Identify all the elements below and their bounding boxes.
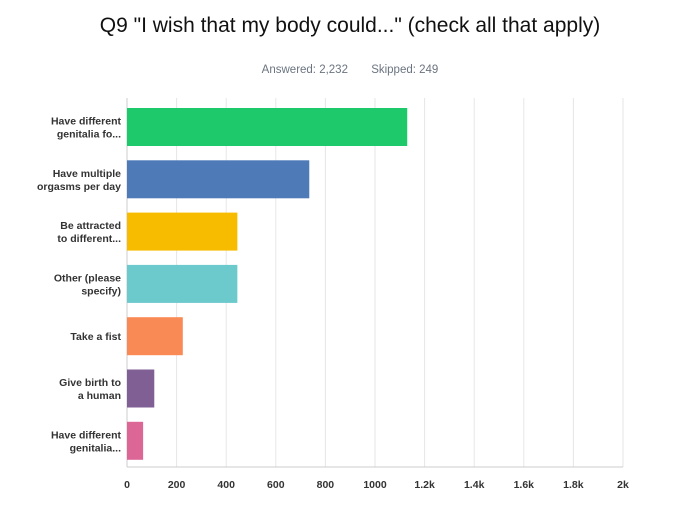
bar xyxy=(127,317,183,356)
category-label: Have different xyxy=(51,116,122,128)
category-label: to different... xyxy=(57,233,121,245)
bar xyxy=(127,108,408,146)
response-stats: Answered: 2,232 Skipped: 249 xyxy=(0,64,700,76)
category-label: Be attracted xyxy=(60,220,121,232)
category-label: genitalia fo... xyxy=(57,129,121,141)
skipped-count: Skipped: 249 xyxy=(371,64,439,76)
x-tick-label: 1.4k xyxy=(464,479,485,491)
bar xyxy=(127,212,238,251)
category-label: genitalia... xyxy=(70,442,121,454)
x-tick-label: 200 xyxy=(168,479,186,491)
x-tick-label: 2k xyxy=(617,479,629,491)
category-label: Have different xyxy=(51,429,122,441)
x-tick-label: 800 xyxy=(317,479,335,491)
x-tick-label: 1000 xyxy=(363,479,387,491)
bar xyxy=(127,421,144,460)
x-tick-label: 1.6k xyxy=(514,479,535,491)
category-label: Have multiple xyxy=(53,168,121,180)
answered-count: Answered: 2,232 xyxy=(261,64,348,76)
bar xyxy=(127,264,238,303)
x-tick-label: 1.2k xyxy=(414,479,435,491)
x-tick-label: 0 xyxy=(124,479,130,491)
category-label: specify) xyxy=(81,285,121,297)
bar xyxy=(127,160,310,199)
category-label: a human xyxy=(78,390,121,402)
category-label: Give birth to xyxy=(59,377,121,389)
x-tick-label: 600 xyxy=(267,479,285,491)
chart-title: Q9 "I wish that my body could..." (check… xyxy=(99,14,601,37)
category-label: orgasms per day xyxy=(37,181,121,193)
x-tick-label: 1.8k xyxy=(563,479,584,491)
bar xyxy=(127,369,155,408)
x-tick-label: 400 xyxy=(217,479,235,491)
category-label: Take a fist xyxy=(70,331,121,343)
category-label: Other (please xyxy=(54,272,121,284)
